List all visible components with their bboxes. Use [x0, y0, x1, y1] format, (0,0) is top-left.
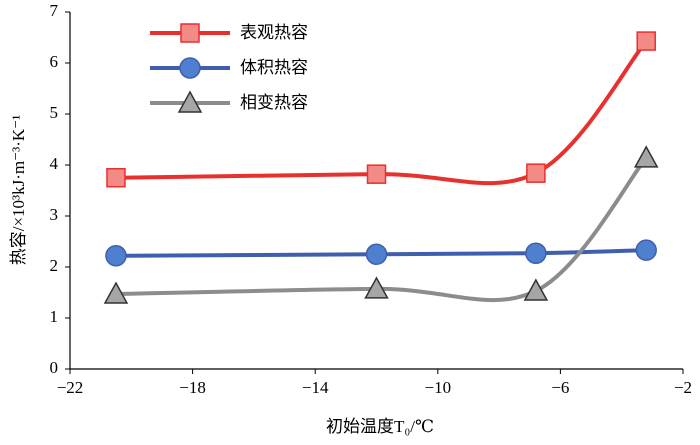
- legend-label: 体积热容: [240, 58, 308, 78]
- y-tick-label: 1: [50, 307, 59, 326]
- y-tick-label: 4: [50, 154, 59, 173]
- marker: [179, 57, 201, 79]
- marker: [526, 163, 546, 183]
- marker: [177, 90, 203, 113]
- marker: [105, 245, 127, 267]
- legend-label: 表观热容: [240, 23, 308, 43]
- marker: [366, 164, 387, 184]
- x-tick-label: −22: [57, 378, 84, 397]
- x-axis-label: 初始温度T₀/℃: [326, 417, 434, 436]
- y-tick-label: 5: [50, 103, 59, 122]
- marker: [525, 242, 547, 264]
- x-tick-label: −6: [551, 378, 569, 397]
- marker: [106, 168, 126, 188]
- y-tick-label: 6: [50, 52, 59, 71]
- y-tick-label: 2: [50, 256, 59, 275]
- y-tick-label: 3: [50, 205, 59, 224]
- marker: [633, 145, 659, 168]
- marker: [635, 239, 657, 261]
- x-tick-label: −10: [425, 378, 452, 397]
- marker: [364, 276, 389, 299]
- y-tick-label: 7: [50, 1, 59, 20]
- y-axis-label: 热容/×10³kJ·m⁻³·K⁻¹: [9, 115, 28, 266]
- series-line: [115, 248, 647, 258]
- series-line: [115, 156, 648, 303]
- x-tick-label: −18: [179, 378, 206, 397]
- marker: [365, 243, 388, 265]
- legend-label: 相变热容: [240, 93, 308, 113]
- marker: [180, 23, 200, 43]
- marker: [636, 31, 656, 51]
- marker: [523, 278, 549, 301]
- series-line: [115, 39, 648, 186]
- marker: [103, 281, 129, 304]
- x-tick-label: −2: [674, 378, 692, 397]
- x-tick-label: −14: [302, 378, 329, 397]
- y-tick-label: 0: [50, 358, 59, 377]
